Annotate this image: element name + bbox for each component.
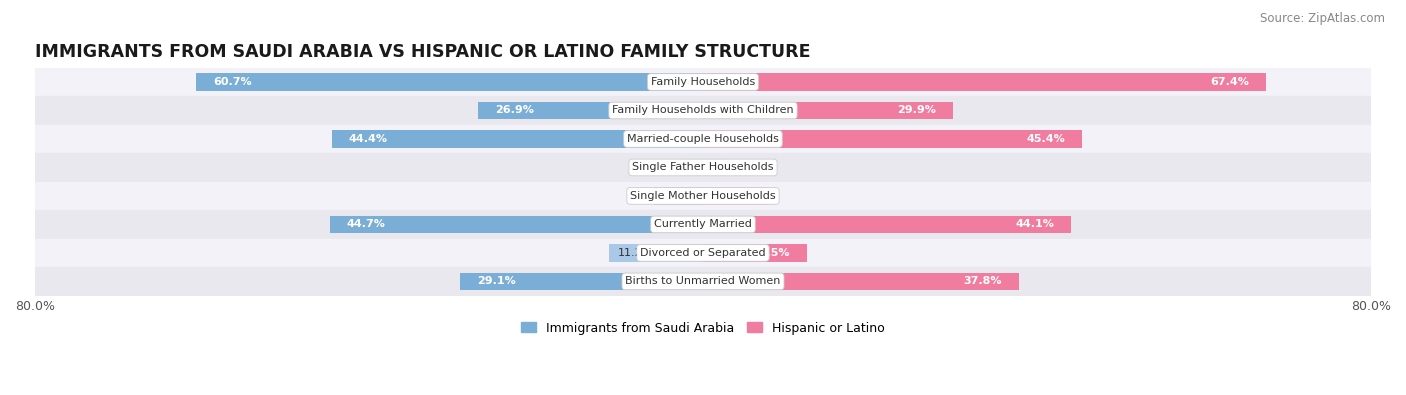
Text: Currently Married: Currently Married	[654, 220, 752, 229]
Bar	[654, 187, 703, 205]
Text: 29.1%: 29.1%	[477, 276, 516, 286]
Text: 7.9%: 7.9%	[733, 191, 761, 201]
Text: Family Households: Family Households	[651, 77, 755, 87]
Text: Source: ZipAtlas.com: Source: ZipAtlas.com	[1260, 12, 1385, 25]
Text: 2.8%: 2.8%	[689, 162, 718, 173]
Bar	[35, 267, 1371, 295]
Text: 60.7%: 60.7%	[212, 77, 252, 87]
Text: 2.1%: 2.1%	[693, 162, 723, 173]
Bar	[703, 159, 727, 176]
Bar	[35, 153, 1371, 182]
Bar	[330, 216, 703, 233]
Text: IMMIGRANTS FROM SAUDI ARABIA VS HISPANIC OR LATINO FAMILY STRUCTURE: IMMIGRANTS FROM SAUDI ARABIA VS HISPANIC…	[35, 43, 810, 61]
Text: Births to Unmarried Women: Births to Unmarried Women	[626, 276, 780, 286]
Text: 37.8%: 37.8%	[963, 276, 1002, 286]
Bar	[703, 130, 1083, 148]
Text: 11.2%: 11.2%	[617, 248, 654, 258]
Bar	[703, 73, 1265, 91]
Bar	[35, 210, 1371, 239]
Text: 29.9%: 29.9%	[897, 105, 936, 115]
Text: Single Mother Households: Single Mother Households	[630, 191, 776, 201]
Bar	[703, 216, 1071, 233]
Bar	[35, 96, 1371, 125]
Text: 12.5%: 12.5%	[752, 248, 790, 258]
Text: 44.7%: 44.7%	[346, 220, 385, 229]
Bar	[686, 159, 703, 176]
Text: Married-couple Households: Married-couple Households	[627, 134, 779, 144]
Text: Divorced or Separated: Divorced or Separated	[640, 248, 766, 258]
Text: 5.9%: 5.9%	[662, 191, 690, 201]
Bar	[35, 68, 1371, 96]
Text: Family Households with Children: Family Households with Children	[612, 105, 794, 115]
Bar	[703, 273, 1018, 290]
Bar	[703, 244, 807, 262]
Bar	[478, 102, 703, 119]
Text: 45.4%: 45.4%	[1026, 134, 1066, 144]
Bar	[35, 239, 1371, 267]
Bar	[35, 125, 1371, 153]
Bar	[197, 73, 703, 91]
Text: Single Father Households: Single Father Households	[633, 162, 773, 173]
Text: 44.1%: 44.1%	[1015, 220, 1054, 229]
Text: 26.9%: 26.9%	[495, 105, 534, 115]
Text: 67.4%: 67.4%	[1211, 77, 1249, 87]
Bar	[703, 187, 769, 205]
Bar	[35, 182, 1371, 210]
Bar	[703, 102, 953, 119]
Legend: Immigrants from Saudi Arabia, Hispanic or Latino: Immigrants from Saudi Arabia, Hispanic o…	[516, 316, 890, 340]
Text: 44.4%: 44.4%	[349, 134, 388, 144]
Bar	[609, 244, 703, 262]
Bar	[460, 273, 703, 290]
Bar	[332, 130, 703, 148]
